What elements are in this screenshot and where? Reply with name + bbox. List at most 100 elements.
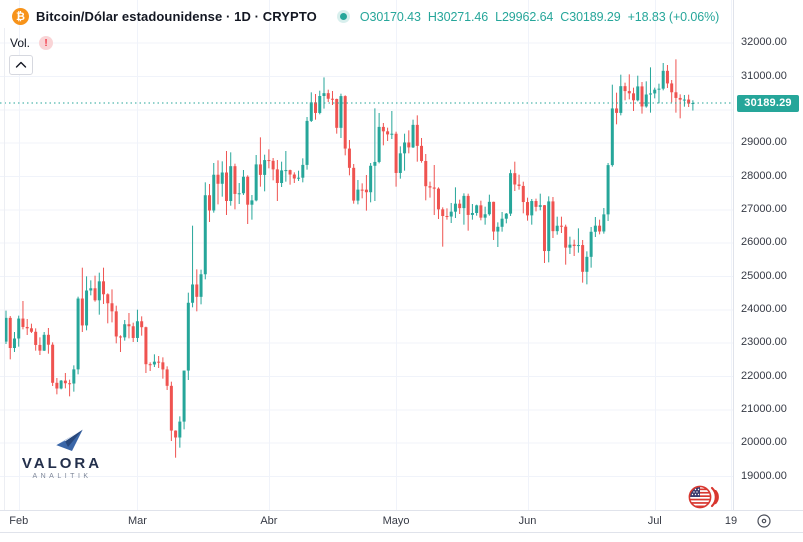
candle-body	[572, 244, 576, 246]
candle-body	[335, 98, 339, 128]
candle-body	[559, 225, 563, 227]
candle-body	[615, 108, 619, 113]
candle-body	[386, 131, 390, 135]
close-value: C30189.29	[560, 9, 621, 24]
warning-icon[interactable]: !	[39, 36, 54, 50]
candle-body	[229, 166, 233, 201]
candle-body	[131, 326, 135, 338]
candle-body	[360, 189, 364, 191]
candle-body	[547, 201, 551, 252]
candle-body	[148, 364, 152, 366]
candle-body	[462, 195, 466, 209]
candle-body	[623, 86, 627, 92]
candle-body	[169, 385, 173, 431]
candle-body	[21, 318, 25, 327]
candle-body	[288, 170, 292, 175]
candle-body	[339, 96, 343, 128]
candlestick-chart-canvas[interactable]	[0, 0, 733, 510]
candle-body	[241, 176, 245, 194]
candle-body	[555, 225, 559, 232]
candle-body	[275, 169, 279, 183]
candle-body	[161, 362, 165, 370]
candle-body	[479, 205, 483, 218]
candle-body	[598, 225, 602, 232]
candle-body	[280, 170, 284, 183]
candle-body	[492, 201, 496, 232]
candle-body	[106, 294, 110, 304]
candle-body	[301, 164, 305, 178]
paper-plane-icon	[55, 428, 84, 451]
candle-body	[89, 288, 93, 291]
candle-body	[63, 380, 67, 384]
candle-body	[8, 317, 12, 348]
candle-body	[114, 311, 118, 337]
candle-body	[534, 201, 538, 207]
candle-body	[309, 102, 313, 121]
price-axis[interactable]: 30189.29 32000.0031000.0030000.0029000.0…	[733, 0, 803, 510]
candle-body	[165, 369, 169, 386]
candle-body	[72, 369, 76, 384]
candle-body	[258, 164, 262, 175]
candle-body	[415, 124, 419, 146]
chart-legend[interactable]: ₿ Bitcoin/Dólar estadounidense · 1D · CR…	[12, 8, 719, 25]
candle-body	[364, 189, 368, 193]
candle-body	[34, 331, 38, 345]
candle-body	[420, 145, 424, 161]
candle-body	[250, 200, 254, 205]
candle-body	[343, 96, 347, 149]
candle-body	[424, 161, 428, 187]
candle-body	[347, 148, 351, 168]
candle-body	[542, 205, 546, 252]
price-axis-label: 25000.00	[741, 269, 787, 282]
candle-body	[678, 97, 682, 100]
candle-body	[152, 361, 156, 365]
candle-body	[284, 170, 288, 172]
price-axis-label: 27000.00	[741, 202, 787, 215]
candle-body	[93, 288, 97, 301]
candle-body	[186, 302, 190, 371]
price-axis-label: 28000.00	[741, 169, 787, 182]
candle-body	[191, 284, 195, 303]
candle-body	[233, 166, 237, 194]
us-flag-icon	[688, 485, 719, 509]
collapse-legend-button[interactable]	[9, 55, 33, 75]
candle-body	[517, 184, 521, 186]
candle-body	[157, 361, 161, 363]
candle-body	[199, 274, 203, 297]
time-axis[interactable]: Feb Mar Abr Mayo Jun Jul 19	[0, 510, 803, 533]
candle-body	[521, 185, 525, 203]
price-axis-label: 22000.00	[741, 369, 787, 382]
candle-body	[526, 202, 530, 216]
symbol-title: Bitcoin/Dólar estadounidense · 1D · CRYP…	[36, 9, 317, 24]
candle-body	[661, 70, 665, 89]
candle-body	[322, 93, 326, 96]
time-axis-label: Abr	[260, 515, 278, 527]
candle-body	[665, 70, 669, 84]
candle-body	[135, 321, 139, 338]
candle-body	[237, 193, 241, 195]
candle-body	[326, 93, 330, 99]
candle-body	[568, 244, 572, 248]
candle-body	[657, 88, 661, 90]
candle-body	[504, 213, 508, 219]
chevron-up-icon	[15, 61, 27, 68]
timezone-settings-icon[interactable]	[756, 513, 772, 529]
candle-body	[602, 214, 606, 232]
open-value: O30170.43	[359, 9, 421, 24]
candle-body	[314, 102, 318, 113]
candle-body	[254, 164, 258, 201]
candle-body	[80, 298, 84, 326]
candle-body	[97, 281, 101, 301]
volume-legend: Vol. !	[10, 36, 54, 50]
candle-body	[102, 281, 106, 295]
candle-body	[297, 177, 301, 179]
candle-body	[318, 96, 322, 113]
candle-body	[436, 188, 440, 210]
last-price-badge: 30189.29	[737, 94, 799, 112]
price-axis-label: 24000.00	[741, 302, 787, 315]
candle-body	[144, 327, 148, 365]
brand-subtitle: ANALITIK	[32, 473, 92, 480]
candle-body	[220, 172, 224, 184]
price-axis-label: 20000.00	[741, 436, 787, 449]
